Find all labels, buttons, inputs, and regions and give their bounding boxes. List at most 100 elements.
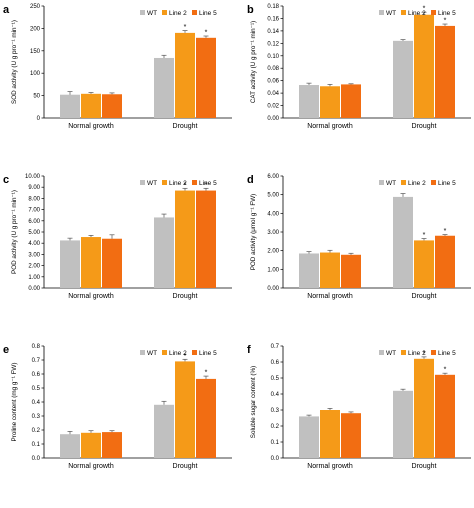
- bar-wt: [154, 404, 174, 458]
- legend-swatch: [140, 350, 145, 355]
- y-tick-label: 2.00: [28, 264, 40, 270]
- bar-line-2: [320, 410, 340, 458]
- y-tick-label: 5.00: [28, 230, 40, 236]
- significance-star: *: [444, 228, 447, 235]
- bar-line-5: [196, 37, 216, 118]
- y-axis-label: Proline content (mg g⁻¹ FW): [11, 363, 18, 442]
- significance-star: *: [423, 232, 426, 239]
- y-tick-label: 0.8: [32, 344, 41, 350]
- chart-panel-c: c 0.00 1.00 2.00 3.00 4.00 5.00 6.00 7.00 8.00 9.0…: [3, 174, 232, 300]
- legend-swatch: [401, 350, 406, 355]
- legend-label: Line 5: [438, 180, 456, 187]
- y-tick-label: 5.00: [267, 193, 279, 199]
- y-tick-label: 0.00: [28, 286, 40, 292]
- x-category-label: Normal growth: [68, 123, 114, 130]
- y-tick-label: 0.7: [271, 344, 280, 350]
- y-tick-label: 150: [30, 49, 41, 55]
- chart-panel-a: a 0 50 100 150 200 250 SOD activity (U g pro⁻¹ …: [3, 4, 232, 130]
- legend-swatch: [162, 350, 167, 355]
- y-tick-label: 0.2: [32, 428, 41, 434]
- bar-line-2: [320, 86, 340, 118]
- bar-line-2: [81, 237, 101, 288]
- x-category-label: Normal growth: [307, 123, 353, 130]
- bar-line-5: [102, 238, 122, 288]
- y-tick-label: 9.00: [28, 185, 40, 191]
- bar-line-5: [341, 84, 361, 118]
- legend-label: Line 5: [199, 10, 217, 17]
- y-axis-label: POD activity (U g pro⁻¹ min⁻¹): [11, 190, 18, 274]
- x-category-label: Normal growth: [68, 463, 114, 470]
- bar-wt: [393, 40, 413, 118]
- y-tick-label: 0.5: [271, 376, 280, 382]
- y-tick-label: 0.7: [32, 358, 41, 364]
- significance-star: *: [205, 30, 208, 37]
- legend-label: WT: [147, 350, 157, 357]
- y-tick-label: 250: [30, 4, 41, 10]
- significance-star: *: [184, 353, 187, 360]
- y-tick-label: 0.3: [32, 414, 41, 420]
- y-tick-label: 0: [37, 116, 41, 122]
- legend-swatch: [140, 180, 145, 185]
- y-axis-label: Soluble sugar content (%): [250, 366, 257, 438]
- y-tick-label: 0.10: [267, 54, 279, 60]
- y-tick-label: 50: [33, 94, 40, 100]
- legend-label: Line 5: [438, 10, 456, 17]
- y-tick-label: 0.6: [32, 372, 41, 378]
- panel-letter: c: [3, 174, 9, 186]
- y-tick-label: 0.18: [267, 4, 279, 10]
- y-tick-label: 1.00: [28, 275, 40, 281]
- y-tick-label: 0.0: [271, 456, 280, 462]
- y-tick-label: 100: [30, 71, 41, 77]
- x-category-label: Drought: [173, 463, 198, 470]
- legend-swatch: [401, 180, 406, 185]
- bar-wt: [60, 434, 80, 458]
- x-category-label: Drought: [173, 123, 198, 130]
- y-tick-label: 0.1: [271, 440, 280, 446]
- bar-line-2: [414, 14, 434, 118]
- significance-star: *: [205, 370, 208, 377]
- chart-panel-f: f 0.0 0.1 0.2 0.3 0.4 0.5 0.6 0.7 Soluble sugar c…: [247, 344, 471, 470]
- legend-swatch: [379, 180, 384, 185]
- legend-label: Line 2: [169, 350, 187, 357]
- y-axis-label: POD activity (μmol g⁻¹ FW): [250, 194, 257, 271]
- panel-letter: d: [247, 174, 254, 186]
- x-category-label: Drought: [173, 293, 198, 300]
- y-tick-label: 4.00: [267, 211, 279, 217]
- y-axis-label: SOD activity (U g pro⁻¹ min⁻¹): [11, 20, 18, 104]
- bar-line-2: [81, 432, 101, 458]
- bar-line-2: [81, 93, 101, 118]
- bar-wt: [60, 240, 80, 288]
- y-tick-label: 0.04: [267, 91, 279, 97]
- bar-line-5: [196, 190, 216, 288]
- y-tick-label: 6.00: [28, 219, 40, 225]
- legend-swatch: [192, 10, 197, 15]
- legend-swatch: [192, 180, 197, 185]
- bar-line-5: [102, 432, 122, 458]
- chart-panel-b: b 0.00 0.02 0.04 0.06 0.08 0.10 0.12 0.14 0.16 0.1…: [247, 4, 471, 130]
- significance-star: *: [444, 18, 447, 25]
- bar-line-5: [435, 25, 455, 119]
- y-axis-label: CAT activity (U g pro⁻¹ min⁻¹): [250, 21, 257, 103]
- legend-swatch: [431, 180, 436, 185]
- x-category-label: Drought: [412, 123, 437, 130]
- legend-swatch: [431, 350, 436, 355]
- bar-line-2: [175, 32, 195, 118]
- y-tick-label: 0.4: [32, 400, 41, 406]
- significance-star: *: [205, 182, 208, 189]
- y-tick-label: 0.4: [271, 392, 280, 398]
- panel-letter: f: [247, 344, 251, 356]
- chart-panel-e: e 0.0 0.1 0.2 0.3 0.4 0.5 0.6 0.7 0.8 Proline cont…: [3, 344, 232, 470]
- legend-label: WT: [147, 10, 157, 17]
- legend-label: Line 2: [408, 180, 426, 187]
- bar-line-2: [175, 190, 195, 288]
- legend-label: Line 2: [408, 10, 426, 17]
- bar-wt: [299, 253, 319, 288]
- bar-wt: [393, 196, 413, 288]
- significance-star: *: [423, 6, 426, 13]
- y-tick-label: 0.16: [267, 16, 279, 22]
- x-category-label: Normal growth: [68, 293, 114, 300]
- bar-line-5: [435, 235, 455, 288]
- y-tick-label: 3.00: [267, 230, 279, 236]
- bar-line-5: [341, 254, 361, 288]
- legend-swatch: [431, 10, 436, 15]
